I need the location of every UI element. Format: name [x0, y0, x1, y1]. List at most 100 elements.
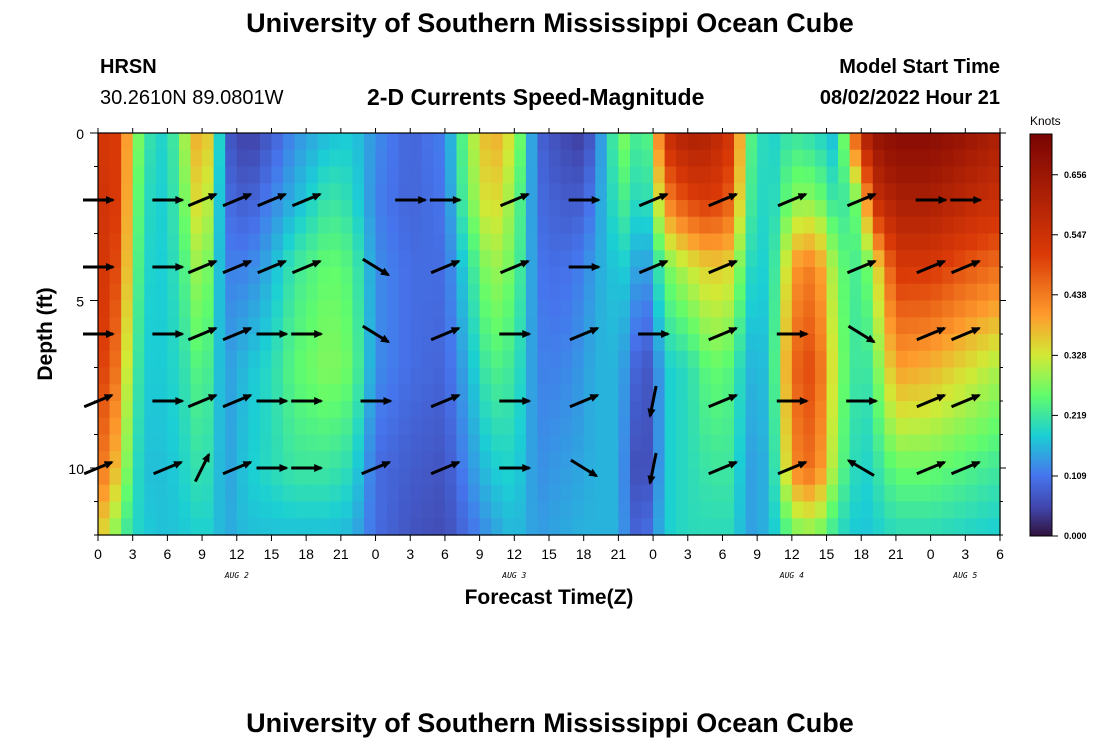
heatmap-cell — [872, 300, 885, 318]
heatmap-cell — [421, 166, 434, 184]
heatmap-cell — [722, 434, 735, 452]
heatmap-cell — [514, 484, 527, 503]
heatmap-cell — [317, 317, 330, 335]
heatmap-cell — [814, 283, 828, 302]
heatmap-cell — [895, 434, 909, 452]
heatmap-cell — [803, 233, 816, 251]
heatmap-cell — [618, 451, 631, 469]
heatmap-cell — [375, 133, 388, 151]
heatmap-cell — [919, 417, 932, 436]
heatmap-cell — [664, 300, 677, 318]
current-vector — [569, 393, 600, 409]
heatmap-cell — [953, 518, 966, 536]
heatmap-cell — [410, 216, 423, 235]
heatmap-cell — [722, 149, 735, 168]
heatmap-cell — [410, 267, 423, 285]
heatmap-cell — [803, 484, 816, 503]
heatmap-cell — [676, 417, 689, 436]
x-tick-label: 6 — [996, 546, 1004, 562]
x-tick-label: 15 — [541, 546, 557, 562]
heatmap-cell — [676, 149, 689, 168]
heatmap-cell — [352, 484, 365, 503]
heatmap-cell — [340, 166, 354, 184]
heatmap-cell — [606, 216, 619, 235]
heatmap-cell — [352, 133, 365, 151]
heatmap-cell — [699, 166, 712, 184]
heatmap-cell — [814, 451, 828, 469]
heatmap-cell — [144, 451, 157, 469]
heatmap-cell — [398, 417, 411, 436]
heatmap-cell — [907, 417, 920, 436]
heatmap-cell — [259, 501, 273, 519]
heatmap-cell — [710, 501, 724, 519]
current-vector — [777, 192, 808, 208]
heatmap-cell — [410, 133, 423, 151]
heatmap-cell — [236, 216, 249, 235]
heatmap-cell — [606, 468, 619, 486]
heatmap-cell — [895, 384, 909, 402]
heatmap-cell — [618, 267, 631, 285]
heatmap-cell — [271, 468, 284, 486]
colorbar-tick-label: 0.328 — [1064, 350, 1087, 360]
heatmap-cell — [687, 417, 700, 436]
heatmap-cell — [653, 149, 666, 168]
heatmap-cell — [953, 384, 966, 402]
heatmap-cell — [121, 233, 134, 251]
heatmap-cell — [387, 367, 400, 385]
heatmap-cell — [121, 367, 134, 385]
heatmap-cell — [236, 283, 249, 302]
heatmap-cell — [502, 518, 515, 536]
heatmap-cell — [838, 267, 851, 285]
heatmap-cell — [352, 250, 365, 268]
heatmap-cell — [375, 250, 388, 268]
heatmap-cell — [803, 200, 816, 218]
current-vector — [187, 393, 218, 409]
heatmap-cell — [814, 518, 828, 536]
heatmap-cell — [849, 149, 862, 168]
vector-head — [312, 260, 322, 268]
heatmap-cell — [803, 434, 816, 452]
x-tick-label: 9 — [753, 546, 761, 562]
heatmap-cell — [329, 183, 342, 201]
heatmap-cell — [352, 283, 365, 302]
heatmap-cell — [421, 434, 434, 452]
heatmap-cell — [363, 300, 377, 318]
heatmap-cell — [930, 300, 943, 318]
heatmap-cell — [155, 384, 168, 402]
heatmap-cell — [410, 468, 423, 486]
heatmap-cell — [375, 484, 388, 503]
heatmap-cell — [306, 350, 319, 369]
heatmap-cell — [942, 417, 955, 436]
heatmap-cell — [502, 384, 515, 402]
current-vector — [847, 324, 876, 344]
heatmap-cell — [98, 183, 111, 201]
heatmap-cell — [722, 300, 735, 318]
heatmap-cell — [271, 518, 284, 536]
heatmap-cell — [814, 384, 828, 402]
heatmap-cell — [942, 401, 955, 419]
heatmap-cell — [190, 434, 203, 452]
heatmap-cell — [375, 183, 388, 201]
heatmap-cell — [872, 501, 885, 519]
heatmap-cell — [653, 283, 666, 302]
heatmap-cell — [734, 149, 747, 168]
heatmap-cell — [225, 300, 238, 318]
heatmap-cell — [572, 468, 585, 486]
heatmap-cell — [722, 334, 735, 352]
heatmap-cell — [433, 384, 446, 402]
heatmap-cell — [976, 468, 990, 486]
heatmap-cell — [306, 484, 319, 503]
heatmap-cell — [965, 468, 978, 486]
heatmap-cell — [687, 468, 700, 486]
heatmap-cell — [398, 300, 411, 318]
x-axis: 0 3 6 9 12 15 18 21 0 3 6 9 12 15 18 21 0 3 6 9 12 15 18 21 0 3 6A… — [94, 128, 1004, 580]
heatmap-cell — [849, 434, 862, 452]
heatmap-cell — [456, 350, 469, 369]
heatmap-cell — [410, 434, 423, 452]
heatmap-cell — [398, 434, 411, 452]
heatmap-cell — [618, 183, 631, 201]
heatmap-cell — [525, 334, 539, 352]
heatmap-cell — [421, 501, 434, 519]
heatmap-cell — [387, 484, 400, 503]
heatmap-cell — [491, 250, 504, 268]
